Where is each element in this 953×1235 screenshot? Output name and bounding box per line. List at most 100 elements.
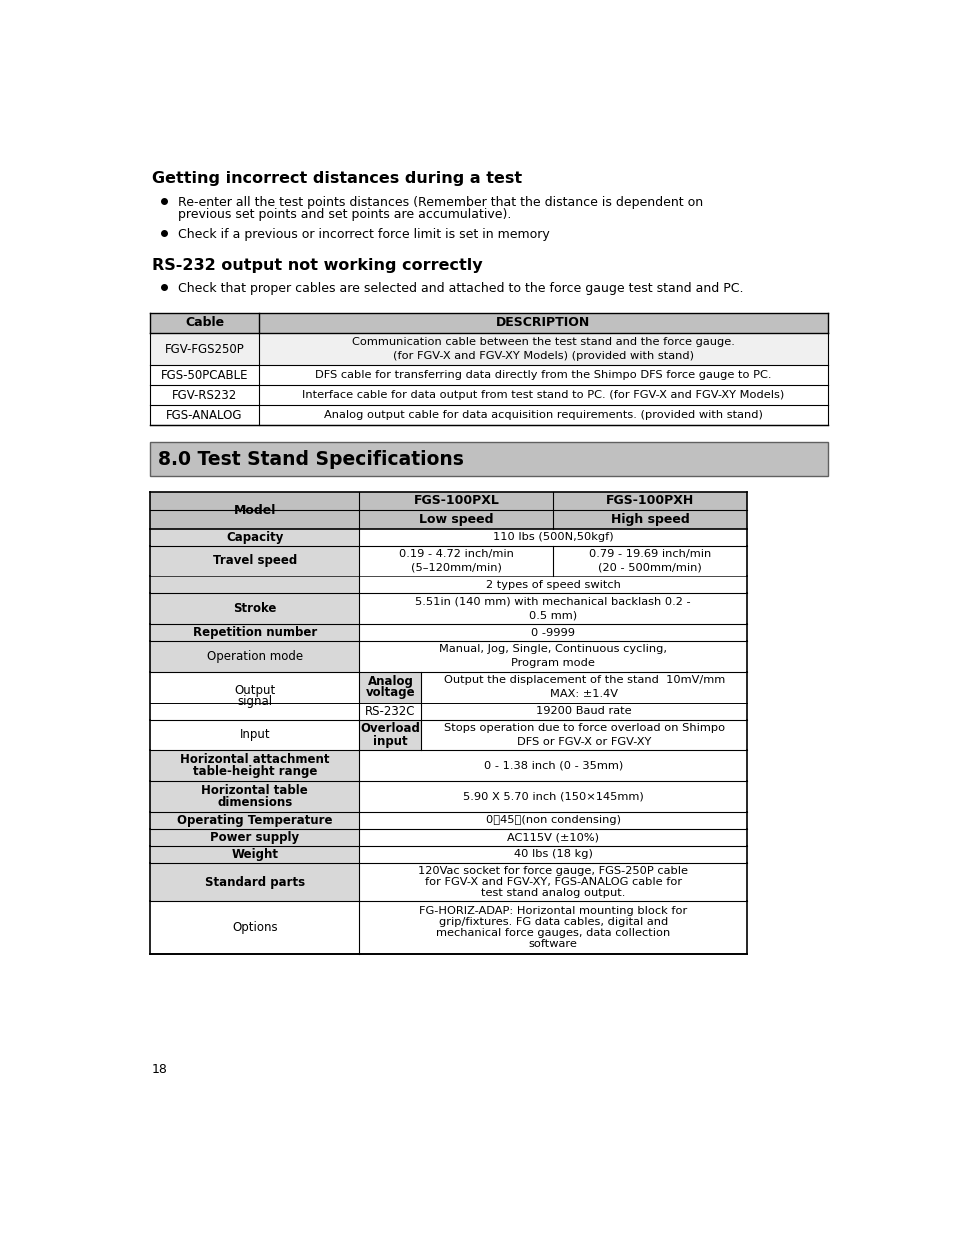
Text: Repetition number: Repetition number	[193, 626, 316, 638]
Text: for FGV-X and FGV-XY, FGS-ANALOG cable for: for FGV-X and FGV-XY, FGS-ANALOG cable f…	[424, 877, 681, 887]
Text: Program mode: Program mode	[511, 658, 595, 668]
Bar	[150, 492, 359, 529]
Text: 0 - 1.38 inch (0 - 35mm): 0 - 1.38 inch (0 - 35mm)	[483, 761, 622, 771]
Bar	[359, 624, 746, 641]
Bar	[359, 546, 553, 577]
Text: Overload: Overload	[360, 722, 420, 735]
Text: (for FGV-X and FGV-XY Models) (provided with stand): (for FGV-X and FGV-XY Models) (provided …	[393, 351, 693, 361]
Text: signal: signal	[237, 694, 273, 708]
Text: FG-HORIZ-ADAP: Horizontal mounting block for: FG-HORIZ-ADAP: Horizontal mounting block…	[418, 905, 687, 915]
Text: FGV-RS232: FGV-RS232	[172, 389, 237, 401]
Text: dimensions: dimensions	[217, 797, 293, 809]
Text: MAX: ±1.4V: MAX: ±1.4V	[550, 689, 618, 699]
Text: Check if a previous or incorrect force limit is set in memory: Check if a previous or incorrect force l…	[178, 228, 549, 241]
Text: FGS-100PXH: FGS-100PXH	[605, 494, 694, 508]
Text: 19200 Baud rate: 19200 Baud rate	[536, 706, 632, 716]
Bar	[150, 312, 827, 333]
Text: (20 - 500mm/min): (20 - 500mm/min)	[598, 563, 701, 573]
Text: grip/fixtures. FG data cables, digital and: grip/fixtures. FG data cables, digital a…	[438, 918, 667, 927]
Bar	[421, 703, 746, 720]
Bar	[150, 811, 359, 829]
Text: Standard parts: Standard parts	[205, 876, 305, 888]
Text: RS-232C: RS-232C	[365, 705, 416, 718]
Text: Horizontal attachment: Horizontal attachment	[180, 753, 330, 766]
Text: Stroke: Stroke	[233, 603, 276, 615]
Bar	[359, 593, 746, 624]
Text: previous set points and set points are accumulative).: previous set points and set points are a…	[178, 209, 511, 221]
Bar	[359, 751, 746, 782]
Text: 5.90 X 5.70 inch (150×145mm): 5.90 X 5.70 inch (150×145mm)	[462, 792, 643, 802]
Bar	[359, 902, 746, 953]
Bar	[150, 902, 359, 953]
Text: mechanical force gauges, data collection: mechanical force gauges, data collection	[436, 927, 670, 937]
Text: Getting incorrect distances during a test: Getting incorrect distances during a tes…	[152, 172, 521, 186]
Text: 8.0 Test Stand Specifications: 8.0 Test Stand Specifications	[158, 450, 463, 469]
Bar	[150, 529, 359, 546]
Text: Output the displacement of the stand  10mV/mm: Output the displacement of the stand 10m…	[443, 676, 724, 685]
Bar	[150, 720, 359, 751]
Bar	[150, 863, 359, 902]
Text: DFS or FGV-X or FGV-XY: DFS or FGV-X or FGV-XY	[517, 737, 651, 747]
Bar	[359, 846, 746, 863]
Bar	[359, 811, 746, 829]
Bar	[359, 529, 746, 546]
Bar	[150, 546, 359, 577]
Text: 40 lbs (18 kg): 40 lbs (18 kg)	[514, 850, 592, 860]
Bar	[150, 641, 359, 672]
Bar	[150, 333, 827, 366]
Text: Operating Temperature: Operating Temperature	[177, 814, 333, 827]
Bar	[150, 751, 359, 782]
Text: Operation mode: Operation mode	[207, 650, 303, 663]
Text: Weight: Weight	[232, 847, 278, 861]
Bar	[359, 829, 746, 846]
Bar	[150, 829, 359, 846]
Bar	[359, 577, 746, 593]
Text: 2 types of speed switch: 2 types of speed switch	[485, 579, 620, 590]
Text: FGV-FGS250P: FGV-FGS250P	[165, 342, 244, 356]
Text: Check that proper cables are selected and attached to the force gauge test stand: Check that proper cables are selected an…	[178, 282, 743, 295]
Text: 110 lbs (500N,50kgf): 110 lbs (500N,50kgf)	[493, 532, 613, 542]
Bar	[150, 672, 359, 720]
Text: Analog output cable for data acquisition requirements. (provided with stand): Analog output cable for data acquisition…	[323, 410, 761, 420]
Text: 0.5 mm): 0.5 mm)	[529, 610, 577, 621]
Text: Capacity: Capacity	[226, 531, 283, 543]
Bar	[359, 672, 421, 703]
Bar	[150, 366, 827, 385]
Text: FGS-ANALOG: FGS-ANALOG	[166, 409, 242, 422]
Text: 120Vac socket for force gauge, FGS-250P cable: 120Vac socket for force gauge, FGS-250P …	[417, 866, 687, 876]
Text: 0.19 - 4.72 inch/min: 0.19 - 4.72 inch/min	[398, 550, 514, 559]
Text: Manual, Jog, Single, Continuous cycling,: Manual, Jog, Single, Continuous cycling,	[438, 645, 666, 655]
Bar	[553, 492, 746, 510]
Text: FGS-100PXL: FGS-100PXL	[413, 494, 498, 508]
Text: voltage: voltage	[365, 687, 415, 699]
Bar	[359, 782, 746, 811]
Text: 5.51in (140 mm) with mechanical backlash 0.2 -: 5.51in (140 mm) with mechanical backlash…	[415, 597, 690, 606]
Text: DFS cable for transferring data directly from the Shimpo DFS force gauge to PC.: DFS cable for transferring data directly…	[314, 370, 771, 380]
Bar	[421, 672, 746, 703]
Text: (5–120mm/min): (5–120mm/min)	[411, 563, 501, 573]
Text: 0～45　(non condensing): 0～45 (non condensing)	[485, 815, 620, 825]
Bar	[553, 510, 746, 529]
Text: Model: Model	[233, 504, 275, 516]
Text: Travel speed: Travel speed	[213, 555, 296, 567]
Text: Analog: Analog	[367, 676, 413, 688]
Text: AC115V (±10%): AC115V (±10%)	[507, 832, 598, 842]
Text: Output: Output	[234, 684, 275, 697]
Text: RS-232 output not working correctly: RS-232 output not working correctly	[152, 258, 482, 273]
Text: Horizontal table: Horizontal table	[201, 784, 308, 797]
Text: table-height range: table-height range	[193, 766, 316, 778]
Text: software: software	[528, 940, 578, 950]
Bar	[150, 782, 359, 811]
Bar	[359, 863, 746, 902]
Text: Low speed: Low speed	[418, 513, 493, 526]
Text: Input: Input	[239, 729, 270, 741]
Text: Communication cable between the test stand and the force gauge.: Communication cable between the test sta…	[352, 337, 734, 347]
Bar	[150, 442, 827, 477]
Bar	[359, 641, 746, 672]
Text: Stops operation due to force overload on Shimpo: Stops operation due to force overload on…	[443, 722, 724, 734]
Text: Options: Options	[232, 921, 277, 934]
Bar	[359, 703, 421, 720]
Text: Re-enter all the test points distances (Remember that the distance is dependent : Re-enter all the test points distances (…	[178, 196, 702, 209]
Text: Power supply: Power supply	[210, 831, 299, 844]
Bar	[150, 593, 359, 624]
